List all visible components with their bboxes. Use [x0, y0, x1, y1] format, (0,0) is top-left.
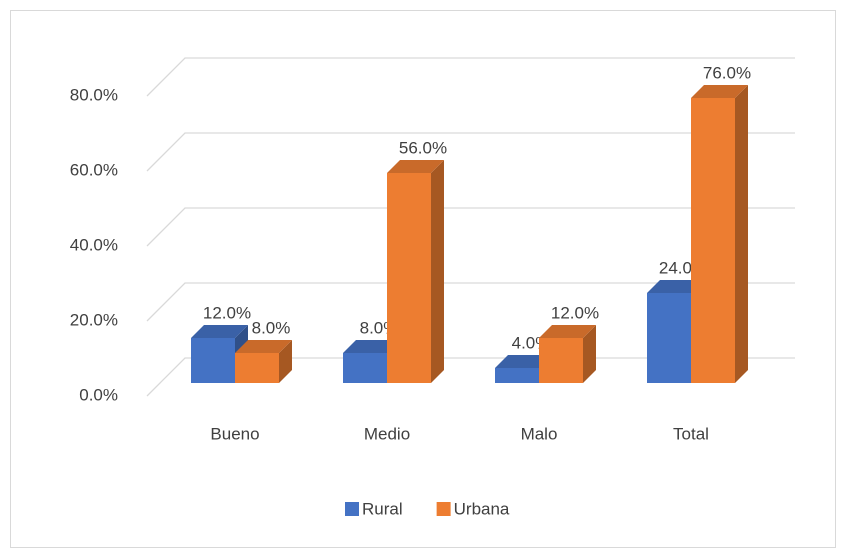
bar-side — [735, 85, 748, 383]
bar-top — [343, 340, 400, 353]
data-label: 8.0% — [252, 318, 291, 337]
bar-front — [343, 353, 387, 383]
y-tick-label: 20.0% — [70, 310, 118, 329]
y-tick-label: 60.0% — [70, 160, 118, 179]
bar-side — [431, 160, 444, 383]
y-tick-label: 80.0% — [70, 85, 118, 104]
y-tick-label: 40.0% — [70, 235, 118, 254]
legend-label: Rural — [362, 499, 403, 518]
legend-label: Urbana — [454, 499, 510, 518]
x-tick-label: Bueno — [210, 424, 259, 443]
bar-top — [647, 280, 704, 293]
legend-swatch — [345, 502, 359, 516]
bar-top — [539, 325, 596, 338]
legend-swatch — [436, 502, 451, 516]
bar — [539, 325, 596, 383]
bar-front — [191, 338, 235, 383]
bar — [691, 85, 748, 383]
bar-top — [387, 160, 444, 173]
bar-front — [539, 338, 583, 383]
bar — [387, 160, 444, 383]
grid-line — [146, 207, 795, 247]
grid-line — [146, 132, 795, 172]
bar-side — [279, 340, 292, 383]
bar-front — [647, 293, 691, 383]
bar-side — [583, 325, 596, 383]
data-label: 56.0% — [399, 138, 447, 157]
x-tick-label: Malo — [521, 424, 558, 443]
bar-top — [691, 85, 748, 98]
bar-front — [691, 98, 735, 383]
bar-top — [235, 340, 292, 353]
bar-front — [495, 368, 539, 383]
data-label: 76.0% — [703, 63, 751, 82]
data-label: 12.0% — [551, 303, 599, 322]
bar-front — [387, 173, 431, 383]
bar-top — [495, 355, 552, 368]
bar — [191, 325, 248, 383]
bar — [235, 340, 292, 383]
x-tick-label: Total — [673, 424, 709, 443]
grid-line — [146, 282, 795, 322]
bar-front — [235, 353, 279, 383]
bar-top — [191, 325, 248, 338]
grid-line — [146, 57, 795, 97]
data-label: 12.0% — [203, 303, 251, 322]
x-tick-label: Medio — [364, 424, 410, 443]
y-tick-label: 0.0% — [79, 385, 118, 404]
